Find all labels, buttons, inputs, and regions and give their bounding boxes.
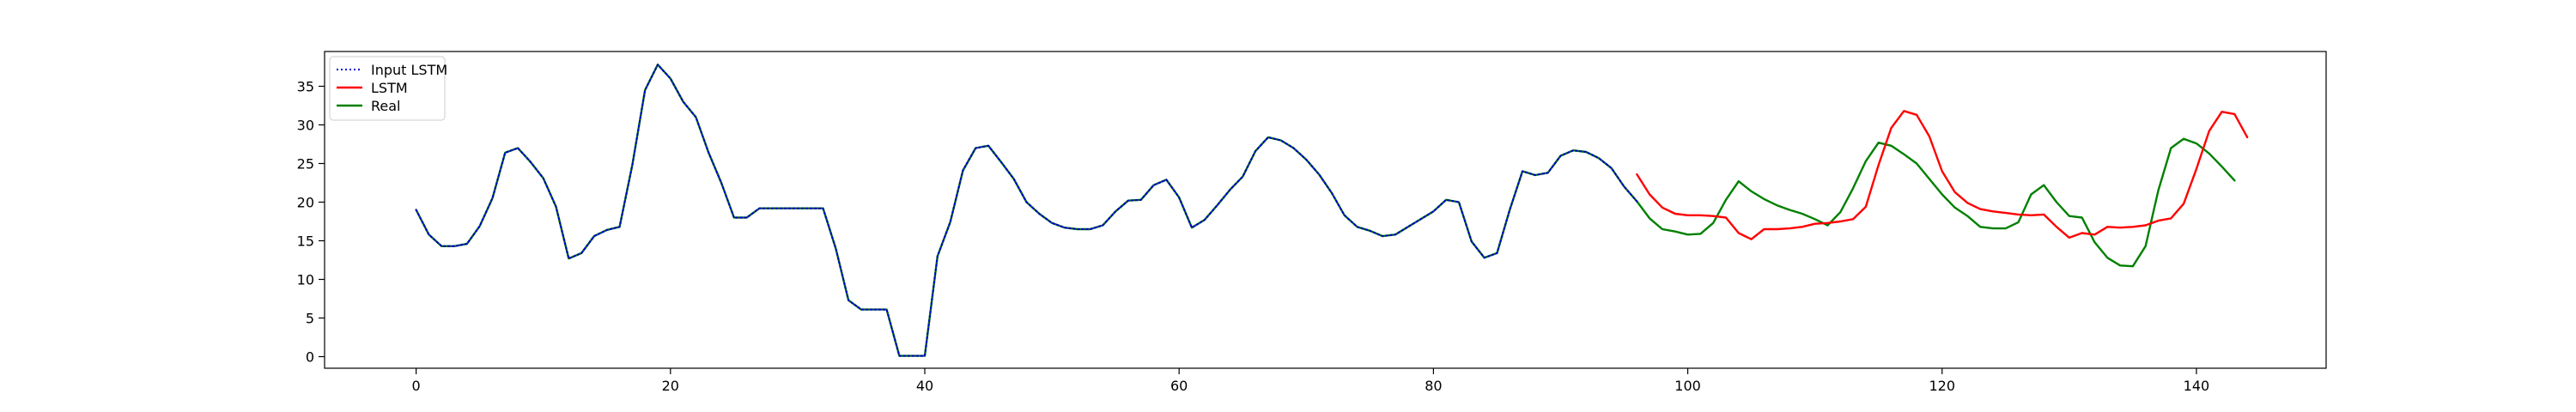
legend-label-input-lstm: Input LSTM [371,62,447,78]
series-lines [415,64,2249,357]
x-tick-label: 40 [916,378,933,394]
x-tick-label: 100 [1674,378,1701,394]
legend-box [329,56,446,121]
series-line-input-lstm [415,64,1638,357]
x-tick-label: 60 [1170,378,1188,394]
y-tick-label: 5 [306,311,314,327]
legend-label-lstm: LSTM [371,80,408,96]
y-tick-label: 20 [297,195,314,211]
x-tick-label: 0 [412,378,421,394]
y-tick-label: 0 [306,349,314,366]
x-tick-label: 120 [1929,378,1955,394]
x-tick-label: 140 [2184,378,2210,394]
y-tick-label: 35 [297,79,314,95]
axis-ticks: 0 20 40 60 80 100 120 140 0 5 10 15 20 25 30 35 [297,79,2210,395]
y-tick-label: 25 [297,156,314,173]
series-line-lstm [1636,110,2249,240]
legend: Input LSTM LSTM Real [329,56,447,121]
y-tick-label: 15 [297,233,314,250]
y-tick-label: 10 [297,272,314,288]
plot-frame [324,51,2327,369]
x-tick-label: 80 [1425,378,1442,394]
x-tick-label: 20 [662,378,679,394]
y-tick-label: 30 [297,118,314,134]
legend-label-real: Real [371,98,401,114]
